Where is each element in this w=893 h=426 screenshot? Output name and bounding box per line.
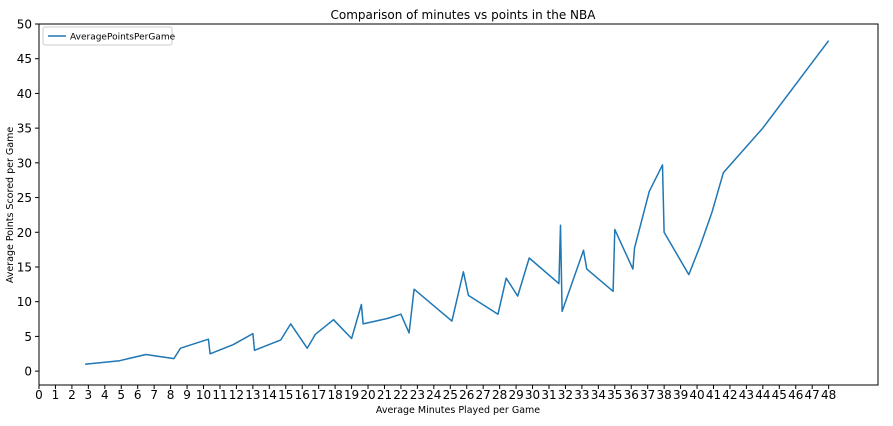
- x-tick-label: 16: [295, 388, 310, 402]
- x-tick-label: 3: [85, 388, 93, 402]
- x-tick-label: 7: [150, 388, 158, 402]
- x-tick-label: 4: [101, 388, 109, 402]
- x-tick-label: 13: [245, 388, 260, 402]
- x-tick-label: 20: [360, 388, 375, 402]
- x-tick-label: 36: [624, 388, 639, 402]
- x-axis: 0 1 2 3 4 5 6 7 8 9 10 11 12 13 14 15 16 17 18 19 20 21 22 23 24…: [35, 385, 836, 402]
- x-tick-label: 39: [673, 388, 688, 402]
- x-tick-label: 5: [117, 388, 125, 402]
- x-tick-label: 11: [212, 388, 227, 402]
- y-tick-label: 15: [17, 260, 32, 274]
- x-tick-label: 34: [591, 388, 606, 402]
- y-tick-label: 20: [17, 226, 32, 240]
- x-tick-label: 33: [574, 388, 589, 402]
- x-tick-label: 30: [525, 388, 540, 402]
- x-tick-label: 48: [821, 388, 836, 402]
- x-tick-label: 27: [476, 388, 491, 402]
- plot-area-frame: [38, 23, 879, 386]
- x-tick-label: 26: [459, 388, 474, 402]
- x-tick-label: 24: [426, 388, 441, 402]
- x-tick-label: 23: [410, 388, 425, 402]
- y-tick-label: 5: [24, 330, 32, 344]
- x-tick-label: 43: [739, 388, 754, 402]
- x-tick-label: 10: [196, 388, 211, 402]
- x-tick-label: 32: [558, 388, 573, 402]
- x-tick-label: 14: [262, 388, 277, 402]
- x-tick-label: 25: [443, 388, 458, 402]
- series-line-average-points-per-game: [85, 40, 830, 365]
- x-tick-label: 0: [35, 388, 43, 402]
- x-tick-label: 2: [68, 388, 76, 402]
- x-tick-label: 17: [311, 388, 326, 402]
- x-axis-label: Average Minutes Played per Game: [376, 405, 540, 416]
- x-tick-label: 6: [134, 388, 142, 402]
- x-tick-label: 40: [689, 388, 704, 402]
- x-tick-label: 41: [706, 388, 721, 402]
- y-tick-label: 40: [17, 87, 32, 101]
- x-tick-label: 38: [656, 388, 671, 402]
- y-tick-label: 0: [24, 365, 32, 379]
- x-tick-label: 22: [393, 388, 408, 402]
- legend-entry-label: AveragePointsPerGame: [70, 33, 176, 43]
- legend-box: [42, 26, 173, 46]
- x-tick-label: 9: [183, 388, 191, 402]
- x-tick-label: 42: [722, 388, 737, 402]
- y-axis-label: Average Points Scored per Game: [5, 127, 16, 283]
- chart-title: Comparison of minutes vs points in the N…: [331, 8, 597, 22]
- x-tick-label: 21: [377, 388, 392, 402]
- y-tick-label: 35: [17, 122, 32, 136]
- y-tick-label: 30: [17, 156, 32, 170]
- x-tick-label: 46: [788, 388, 803, 402]
- y-axis: 0 5 10 15 20 25 30 35 40 45 50: [17, 18, 39, 379]
- x-tick-label: 8: [167, 388, 175, 402]
- x-tick-label: 19: [344, 388, 359, 402]
- x-tick-label: 18: [327, 388, 342, 402]
- x-tick-label: 28: [492, 388, 507, 402]
- y-tick-label: 45: [17, 52, 32, 66]
- x-tick-label: 31: [541, 388, 556, 402]
- legend: AveragePointsPerGame: [42, 26, 176, 46]
- y-tick-label: 50: [17, 18, 32, 32]
- y-tick-label: 25: [17, 191, 32, 205]
- x-tick-label: 44: [755, 388, 770, 402]
- x-tick-label: 29: [508, 388, 523, 402]
- x-tick-label: 37: [640, 388, 655, 402]
- x-tick-label: 47: [805, 388, 820, 402]
- x-tick-label: 12: [229, 388, 244, 402]
- x-tick-label: 35: [607, 388, 622, 402]
- x-tick-label: 15: [278, 388, 293, 402]
- x-tick-label: 1: [52, 388, 60, 402]
- y-tick-label: 10: [17, 295, 32, 309]
- x-tick-label: 45: [772, 388, 787, 402]
